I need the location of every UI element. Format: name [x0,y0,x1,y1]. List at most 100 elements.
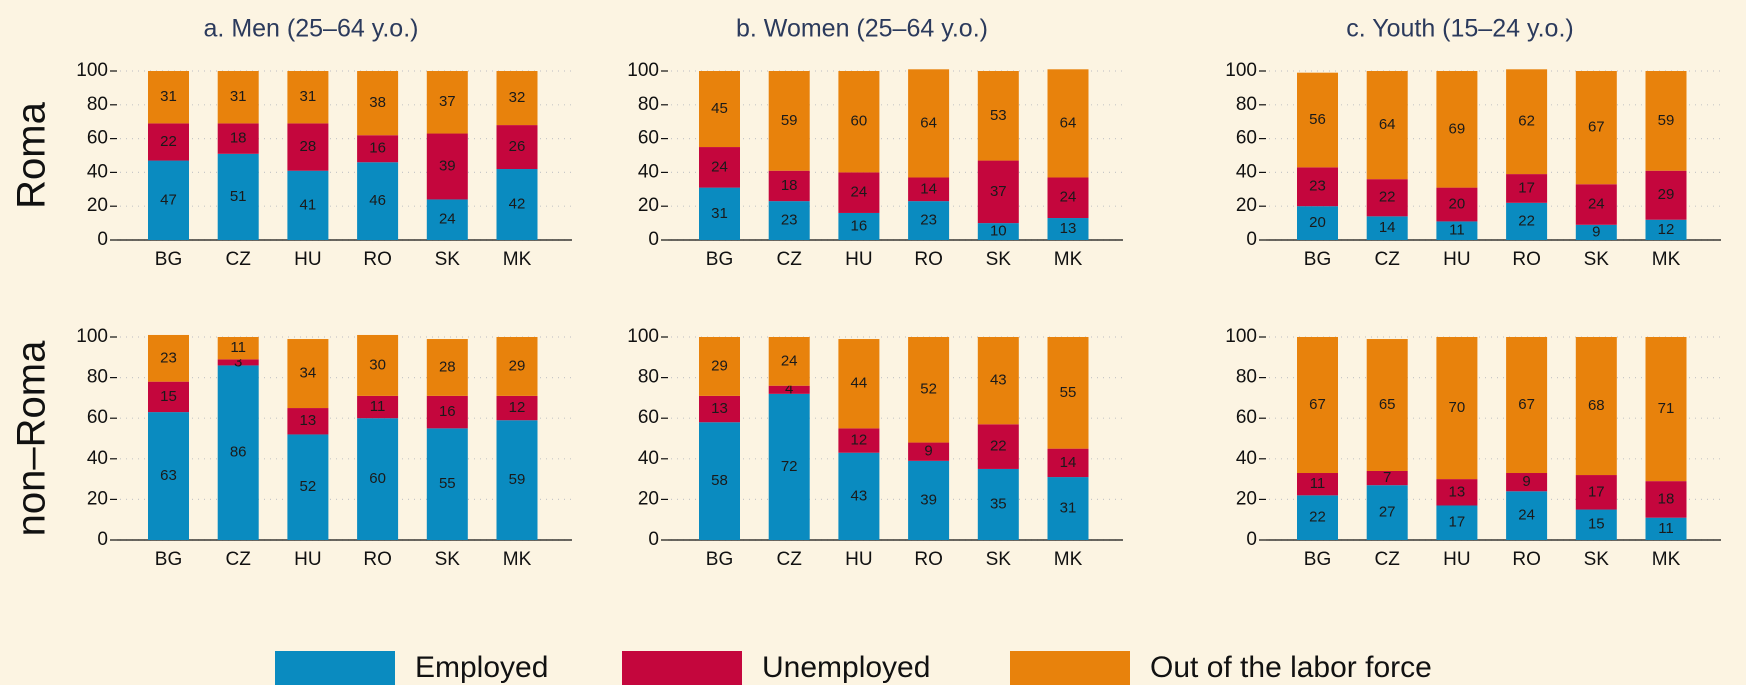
segment-label: 10 [990,223,1007,240]
segment-label: 51 [230,188,247,205]
segment-label: 53 [990,107,1007,124]
bar-segment [1047,218,1089,240]
segment-label: 71 [1658,400,1675,417]
segment-label: 12 [851,431,868,448]
segment-label: 67 [1518,396,1535,413]
bar-segment [1297,72,1338,168]
segment-label: 47 [160,191,177,208]
segment-label: 24 [781,352,798,369]
bar-segment [1645,170,1687,220]
segment-label: 17 [1588,483,1605,500]
segment-label: 29 [1658,186,1675,203]
bar-segment [1047,477,1089,540]
segment-label: 45 [711,100,728,117]
bar-segment [1297,337,1338,474]
bar-segment [148,412,189,540]
x-tick-label: MK [1054,549,1083,570]
bar-segment [768,170,810,202]
bar-segment [496,169,538,240]
segment-label: 63 [160,467,177,484]
bar-segment [148,334,189,382]
y-tick-label: 100 [1225,326,1257,347]
bar-segment [977,468,1019,540]
y-tick-label: 100 [76,326,108,347]
bar-segment [1575,509,1617,540]
bar-segment [1047,69,1089,178]
y-tick-label: 0 [1246,529,1257,550]
bar-segment [426,71,468,134]
segment-label: 15 [1588,516,1605,533]
y-tick-label: 40 [1236,161,1257,182]
x-tick-label: BG [1304,549,1331,570]
bar-segment [357,395,399,419]
bar-segment [1506,473,1548,492]
bar-segment [496,125,538,170]
y-tick-label: 60 [638,407,659,428]
y-tick-label: 20 [1236,488,1257,509]
y-tick-label: 20 [87,195,108,216]
x-tick-label: RO [1512,249,1541,270]
segment-label: 86 [230,444,247,461]
bar-segment [357,71,399,136]
segment-label: 24 [439,211,456,228]
bar-segment [699,337,740,396]
y-tick-label: 80 [87,94,108,115]
bar-segment [1047,177,1089,219]
segment-label: 11 [1658,520,1674,537]
x-tick-label: RO [914,249,943,270]
bar-segment [426,199,468,240]
segment-label: 20 [1309,214,1326,231]
segment-label: 39 [920,491,937,508]
bar-segment [1436,505,1478,540]
bar-segment [768,385,810,394]
bar-segment [908,442,950,461]
bar-segment [148,381,189,413]
bar-segment [699,187,740,240]
x-tick-label: MK [1652,249,1681,270]
segment-label: 18 [1658,490,1675,507]
segment-label: 24 [1588,195,1605,212]
bar-segment [768,71,810,171]
bar-segment [768,393,810,540]
segment-label: 17 [1518,179,1535,196]
segment-label: 24 [711,158,728,175]
segment-label: 34 [300,365,317,382]
segment-label: 20 [1449,195,1466,212]
y-tick-label: 100 [1225,60,1257,81]
y-tick-label: 60 [1236,128,1257,149]
bar-segment [1645,71,1687,171]
bar-segment [838,428,880,453]
y-tick-label: 0 [1246,229,1257,250]
bar-segment [977,223,1019,240]
segment-label: 24 [1060,189,1077,206]
y-tick-label: 0 [97,229,108,250]
x-tick-label: RO [1512,549,1541,570]
segment-label: 42 [509,195,526,212]
segment-label: 11 [1310,475,1326,492]
bar-segment [217,71,259,124]
segment-label: 68 [1588,397,1605,414]
x-tick-label: CZ [226,549,252,570]
y-tick-label: 80 [87,367,108,388]
bar-segment [977,424,1019,469]
panel-title: a. Men (25–64 y.o.) [204,15,419,43]
bar-segment [1436,221,1478,240]
segment-label: 58 [711,472,728,489]
segment-label: 22 [160,133,177,150]
y-tick-label: 100 [627,326,659,347]
bar-segment [148,71,189,124]
x-tick-label: SK [1584,249,1610,270]
y-tick-label: 80 [1236,94,1257,115]
bar-segment [287,170,329,240]
bar-segment [357,162,399,240]
segment-label: 38 [369,94,386,111]
segment-label: 31 [1060,500,1077,517]
bar-segment [1366,216,1408,240]
segment-label: 28 [439,358,456,375]
bar-segment [217,123,259,154]
y-tick-label: 80 [638,94,659,115]
bar-segment [287,408,329,435]
bar-segment [287,339,329,409]
segment-label: 15 [160,388,177,405]
bar-segment [977,337,1019,425]
